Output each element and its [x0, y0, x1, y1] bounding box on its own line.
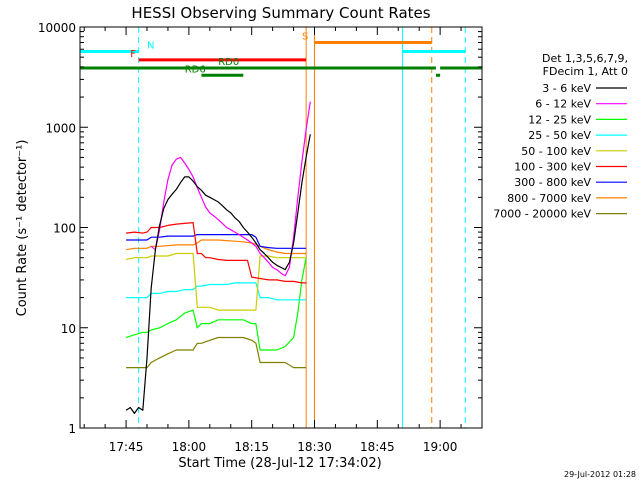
legend-entry-label: 100 - 300 keV: [514, 161, 591, 174]
legend-header: Det 1,3,5,6,7,9,: [542, 52, 628, 65]
y-tick-label: 10: [61, 322, 76, 336]
legend-entry-label: 3 - 6 keV: [542, 82, 591, 95]
series-line: [126, 336, 307, 369]
x-tick-label: 18:30: [297, 440, 332, 454]
flag-bars: N S F RD0 RD6: [80, 32, 482, 77]
legend-entry-label: 6 - 12 keV: [535, 98, 591, 111]
timestamp: 29-Jul-2012 01:28: [564, 470, 636, 479]
legend-entry-label: 7000 - 20000 keV: [493, 208, 591, 221]
chart-title: HESSI Observing Summary Count Rates: [131, 4, 430, 22]
flag-label: S: [302, 32, 308, 43]
legend-entry-label: 50 - 100 keV: [521, 145, 591, 158]
series-group: [125, 101, 311, 414]
legend-entry-label: 25 - 50 keV: [528, 129, 591, 142]
x-tick-label: 18:00: [172, 440, 207, 454]
flag-label: N: [147, 40, 154, 51]
series-line: [126, 222, 307, 284]
flag-label: RD6: [185, 64, 206, 75]
x-axis: 17:45 18:00 18:15 18:30 18:45 19:00: [83, 27, 483, 454]
x-tick-label: 18:15: [234, 440, 269, 454]
series-line: [126, 239, 307, 255]
series-line: [125, 134, 311, 414]
legend-entry-label: 800 - 7000 keV: [507, 192, 591, 205]
y-tick-label: 100: [53, 222, 76, 236]
x-axis-label: Start Time (28-Jul-12 17:34:02): [178, 456, 381, 471]
y-tick-label: 10000: [38, 21, 76, 35]
series-line: [126, 282, 307, 301]
x-tick-label: 18:45: [360, 440, 395, 454]
y-axis: 1 10 100 1000 10000: [38, 21, 482, 436]
series-line: [150, 101, 311, 277]
legend: Det 1,3,5,6,7,9,FDecim 1, Att 0 3 - 6 keV…: [493, 52, 628, 221]
y-tick-label: 1: [68, 422, 76, 436]
y-tick-label: 1000: [45, 121, 76, 135]
series-line: [125, 252, 307, 311]
legend-entry-label: 300 - 800 keV: [514, 176, 591, 189]
flag-label: RD0: [218, 57, 239, 68]
x-tick-label: 17:45: [109, 440, 144, 454]
series-line: [126, 234, 307, 249]
series-line: [125, 257, 307, 351]
flag-label: F: [130, 49, 136, 60]
y-axis-label: Count Rate (s⁻¹ detector⁻¹): [15, 140, 30, 317]
legend-header: FDecim 1, Att 0: [543, 65, 628, 78]
x-tick-label: 19:00: [423, 440, 458, 454]
legend-entry-label: 12 - 25 keV: [528, 113, 591, 126]
